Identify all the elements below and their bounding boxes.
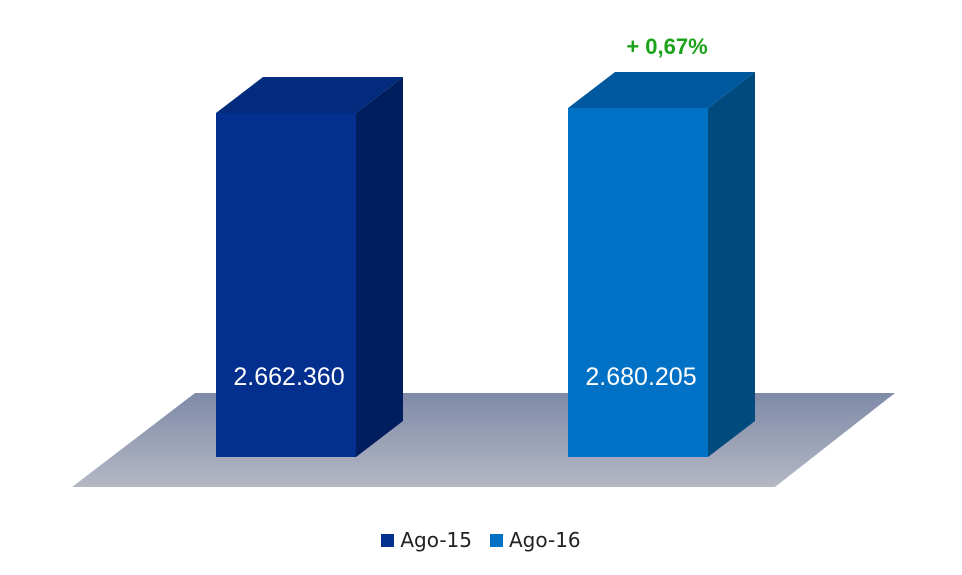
change-annotation: + 0,67% [626, 34, 707, 59]
legend-label-ago-15: Ago-15 [400, 528, 472, 552]
bar-front-ago-16 [568, 108, 708, 457]
bar-top-ago-15 [216, 77, 403, 113]
chart-floor [72, 393, 895, 487]
legend-swatch-ago-15 [381, 533, 395, 547]
legend-swatch-ago-16 [490, 533, 503, 547]
legend-item-ago-16: Ago-16 [490, 528, 581, 552]
legend-item-ago-15: Ago-15 [381, 528, 472, 552]
bar-value-label-ago-15: 2.662.360 [233, 363, 344, 391]
bar-side-ago-15 [356, 77, 403, 457]
bar-front-ago-15 [216, 113, 356, 457]
legend-label-ago-16: Ago-16 [509, 528, 581, 552]
bar-top-ago-16 [568, 72, 755, 108]
bar-side-ago-16 [708, 72, 755, 457]
legend: Ago-15 Ago-16 [0, 528, 962, 552]
bar-chart-3d: 2.662.360 2.680.205 + 0,67% [72, 34, 895, 487]
bar-value-label-ago-16: 2.680.205 [585, 363, 696, 391]
